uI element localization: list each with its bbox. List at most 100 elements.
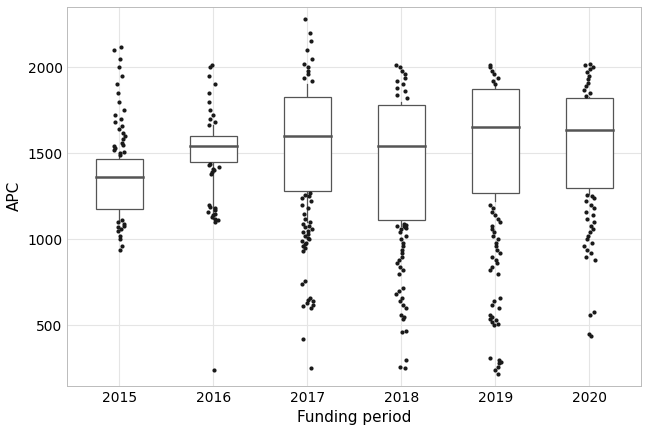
Point [397, 267, 408, 274]
Point [491, 239, 502, 246]
Point [489, 298, 499, 305]
Point [581, 253, 592, 260]
Point [398, 301, 408, 308]
Point [204, 121, 214, 128]
Point [584, 330, 594, 337]
Point [297, 201, 307, 208]
Point [399, 313, 409, 320]
Point [491, 317, 501, 324]
Point [303, 67, 314, 74]
Point [400, 225, 411, 232]
Point [583, 79, 594, 86]
Point [303, 234, 313, 241]
Point [117, 217, 128, 224]
Point [117, 72, 128, 79]
FancyBboxPatch shape [96, 159, 143, 209]
Point [298, 243, 308, 250]
Point [205, 64, 215, 71]
Point [207, 213, 217, 220]
Point [111, 81, 122, 88]
Point [299, 215, 310, 222]
Point [119, 107, 130, 114]
Point [584, 72, 594, 79]
Point [307, 298, 318, 305]
Point [297, 336, 308, 343]
Point [490, 367, 500, 374]
Point [207, 169, 217, 176]
Point [398, 239, 408, 246]
Point [487, 208, 498, 215]
Point [210, 119, 220, 126]
Point [306, 198, 316, 205]
Point [392, 77, 402, 84]
FancyBboxPatch shape [566, 98, 613, 187]
Point [492, 74, 503, 81]
Point [395, 264, 406, 270]
Point [303, 205, 314, 212]
Point [399, 220, 409, 227]
Point [299, 277, 310, 284]
Point [300, 224, 310, 231]
Point [394, 288, 404, 295]
Point [307, 55, 318, 62]
Point [109, 146, 119, 153]
Point [487, 67, 497, 74]
Point [583, 232, 593, 239]
Point [297, 303, 308, 310]
Point [582, 215, 592, 222]
Point [303, 64, 313, 71]
Point [491, 243, 501, 250]
Point [302, 299, 312, 306]
Point [395, 298, 406, 305]
Point [297, 281, 307, 288]
Point [397, 294, 408, 301]
Point [297, 194, 307, 201]
Point [204, 72, 214, 79]
FancyBboxPatch shape [378, 105, 425, 220]
Point [581, 83, 591, 89]
Point [305, 29, 315, 36]
Point [493, 305, 503, 311]
Point [207, 165, 218, 172]
Point [304, 222, 314, 229]
Point [203, 162, 214, 169]
Point [581, 208, 591, 215]
Point [487, 264, 497, 270]
Point [495, 250, 505, 257]
Point [299, 60, 309, 67]
Point [117, 243, 127, 250]
Point [495, 219, 505, 226]
Point [488, 77, 498, 84]
Point [297, 238, 308, 245]
Point [113, 227, 124, 234]
Point [399, 223, 409, 230]
Point [401, 305, 411, 311]
Point [114, 152, 124, 159]
Point [487, 222, 497, 229]
Point [307, 77, 318, 84]
Point [207, 112, 218, 119]
Point [395, 363, 405, 370]
Point [581, 198, 592, 205]
Point [397, 250, 408, 257]
Point [588, 308, 599, 315]
Point [305, 236, 315, 243]
Point [307, 226, 318, 232]
Point [494, 356, 505, 363]
Point [586, 332, 597, 339]
Point [586, 193, 597, 200]
Point [213, 217, 224, 224]
Point [303, 231, 313, 238]
X-axis label: Funding period: Funding period [297, 410, 411, 425]
Point [489, 70, 499, 77]
Point [119, 220, 130, 227]
Point [306, 38, 316, 45]
Point [397, 246, 408, 253]
Point [492, 370, 503, 377]
Point [590, 257, 600, 264]
Point [587, 239, 597, 246]
Point [115, 236, 126, 243]
Point [397, 81, 408, 88]
Point [110, 145, 120, 152]
Point [493, 215, 503, 222]
